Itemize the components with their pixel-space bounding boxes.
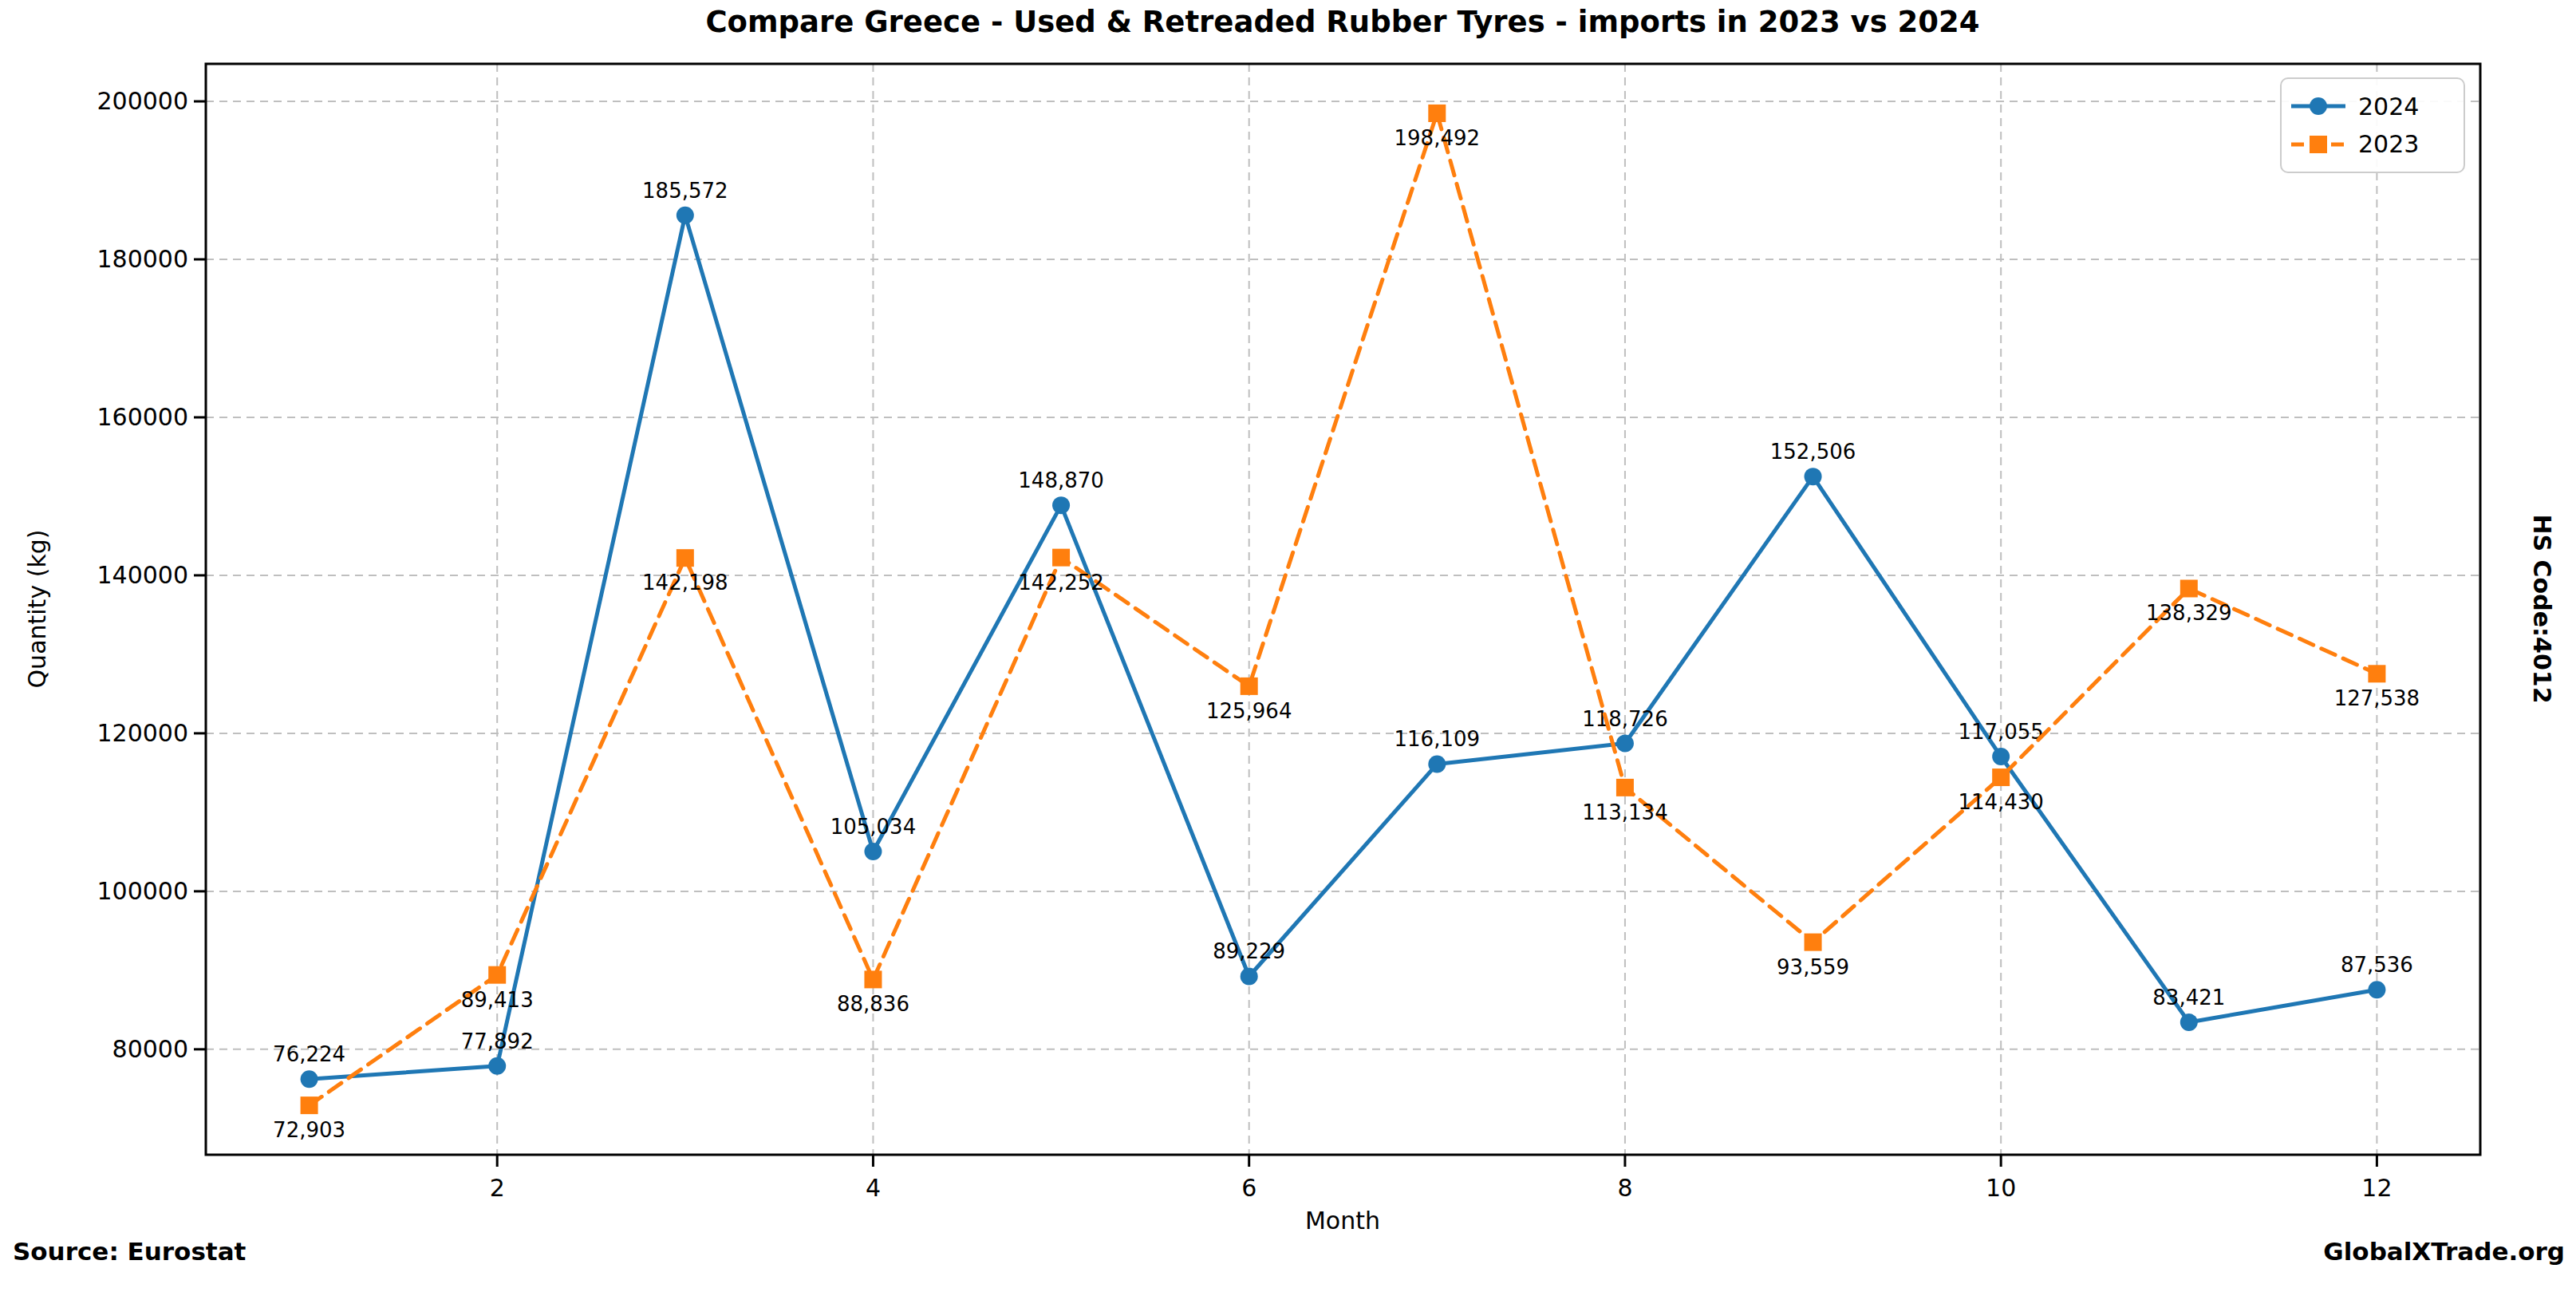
data-label-2023-m11: 138,329 — [2146, 601, 2232, 625]
marker-2024-m11 — [2180, 1013, 2198, 1031]
data-label-2023-m4: 88,836 — [837, 992, 909, 1016]
plot-border — [206, 64, 2480, 1155]
data-label-2024-m10: 117,055 — [1958, 720, 2044, 744]
marker-2024-m8 — [1616, 735, 1634, 753]
series-2024-line — [310, 215, 2377, 1079]
x-tick-label-8: 8 — [1617, 1174, 1632, 1202]
legend-item-2023: 2023 — [2290, 130, 2456, 158]
marker-2023-m11 — [2180, 579, 2198, 597]
data-label-2023-m5: 142,252 — [1018, 571, 1104, 595]
marker-2024-m4 — [864, 843, 882, 860]
marker-2023-m5 — [1052, 549, 1070, 567]
x-tick-label-10: 10 — [1986, 1174, 2016, 1202]
data-label-2024-m7: 116,109 — [1395, 727, 1481, 751]
y-axis-label: Quantity (kg) — [23, 530, 51, 689]
y-tick-label-200000: 200000 — [97, 87, 188, 115]
legend-label-2024: 2024 — [2358, 93, 2419, 121]
x-tick-label-12: 12 — [2361, 1174, 2392, 1202]
marker-2023-m6 — [1241, 678, 1258, 695]
legend-item-2024: 2024 — [2290, 93, 2456, 121]
x-axis-label: Month — [1305, 1207, 1380, 1235]
marker-2023-m2 — [488, 966, 506, 984]
marker-2024-m6 — [1241, 967, 1258, 985]
data-label-2023-m6: 125,964 — [1206, 699, 1292, 723]
data-label-2024-m9: 152,506 — [1770, 440, 1856, 464]
data-label-2024-m6: 89,229 — [1213, 939, 1285, 963]
marker-2024-m5 — [1052, 496, 1070, 514]
legend: 2024 2023 — [2280, 77, 2465, 173]
marker-2023-m4 — [864, 970, 882, 988]
x-tick-label-4: 4 — [866, 1174, 881, 1202]
legend-sample-2023-icon — [2290, 133, 2347, 156]
data-label-2023-m8: 113,134 — [1582, 800, 1668, 824]
marker-2024-m7 — [1428, 755, 1446, 772]
figure: 80000 100000 120000 140000 160000 180000 20000… — [0, 0, 2576, 1296]
data-label-2024-m2: 77,892 — [461, 1029, 534, 1053]
data-label-2024-m8: 118,726 — [1582, 707, 1668, 731]
data-label-2023-m2: 89,413 — [461, 988, 534, 1012]
y-tick-label-120000: 120000 — [97, 719, 188, 747]
data-label-2024-m11: 83,421 — [2152, 986, 2225, 1010]
hs-code-label: HS Code:4012 — [2528, 514, 2556, 703]
chart-title: Compare Greece - Used & Retreaded Rubber… — [705, 5, 1979, 39]
marker-2023-m8 — [1616, 779, 1634, 796]
marker-2024-m2 — [488, 1057, 506, 1075]
data-label-2023-m1: 72,903 — [273, 1118, 345, 1142]
y-tick-label-180000: 180000 — [97, 245, 188, 273]
legend-label-2023: 2023 — [2358, 130, 2419, 158]
data-label-2023-m7: 198,492 — [1395, 126, 1481, 150]
marker-2023-m12 — [2368, 665, 2385, 682]
marker-2023-m3 — [677, 549, 694, 567]
data-label-2024-m12: 87,536 — [2341, 953, 2413, 977]
y-tick-label-100000: 100000 — [97, 877, 188, 905]
data-label-2023-m3: 142,198 — [642, 571, 728, 595]
brand-watermark: GlobalXTrade.org — [2323, 1237, 2565, 1266]
y-tick-label-160000: 160000 — [97, 403, 188, 431]
data-label-2023-m9: 93,559 — [1777, 955, 1849, 979]
chart-plot-area: 80000 100000 120000 140000 160000 180000 20000… — [0, 0, 2576, 1296]
data-label-2023-m12: 127,538 — [2334, 686, 2420, 710]
data-label-2023-m10: 114,430 — [1958, 790, 2044, 814]
marker-2023-m7 — [1428, 105, 1446, 122]
marker-2024-m3 — [677, 207, 694, 224]
marker-2023-m10 — [1992, 769, 2010, 786]
marker-2024-m10 — [1992, 748, 2010, 765]
y-tick-label-80000: 80000 — [112, 1035, 188, 1063]
marker-2024-m12 — [2368, 981, 2385, 998]
x-tick-label-6: 6 — [1241, 1174, 1256, 1202]
series-2023-line — [310, 113, 2377, 1105]
marker-2024-m9 — [1805, 468, 1822, 485]
data-label-2024-m5: 148,870 — [1018, 468, 1104, 492]
marker-2024-m1 — [301, 1070, 318, 1088]
data-label-2024-m3: 185,572 — [642, 179, 728, 203]
marker-2023-m9 — [1805, 934, 1822, 951]
y-tick-label-140000: 140000 — [97, 561, 188, 589]
x-tick-label-2: 2 — [490, 1174, 505, 1202]
source-attribution: Source: Eurostat — [13, 1237, 246, 1266]
data-label-2024-m4: 105,034 — [830, 815, 917, 839]
legend-sample-2024-icon — [2290, 95, 2347, 117]
marker-2023-m1 — [301, 1096, 318, 1114]
data-label-2024-m1: 76,224 — [273, 1042, 345, 1066]
